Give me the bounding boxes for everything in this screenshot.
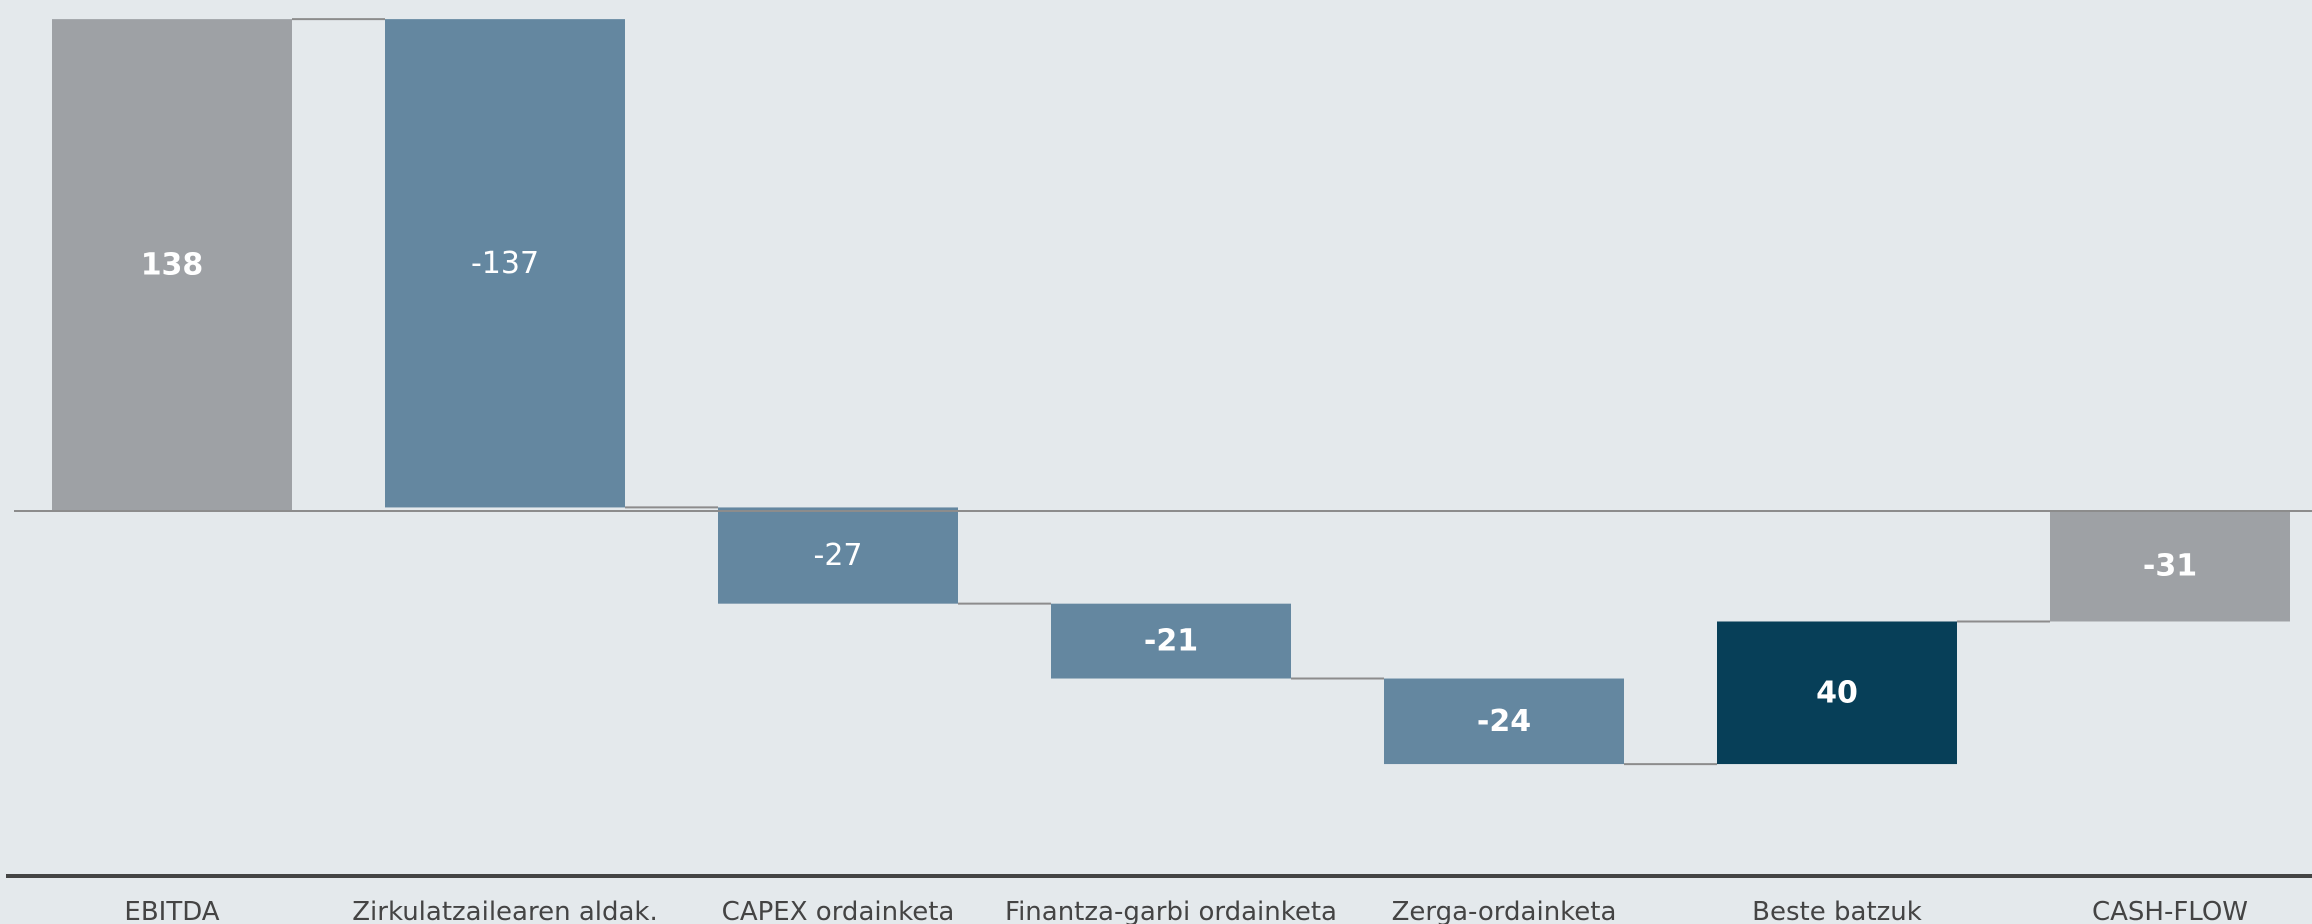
bar-value-label-2: -137 (471, 246, 539, 281)
bar-value-labels: 138 -137 -27 -21 -24 40 -31 (141, 246, 2197, 739)
category-label-5: Zerga-ordainketa (1392, 897, 1617, 924)
bar-value-label-7: -31 (2143, 549, 2197, 584)
category-label-2: Zirkulatzailearen aldak. (352, 897, 658, 924)
bar-5 (1384, 678, 1624, 765)
bars (52, 19, 2290, 765)
bar-3 (718, 507, 958, 604)
category-label-1: EBITDA (124, 897, 219, 924)
category-label-3: CAPEX ordainketa (722, 897, 955, 924)
category-labels: EBITDA Zirkulatzailearen aldak. CAPEX orda… (124, 897, 2248, 924)
bar-value-label-1: 138 (141, 248, 204, 283)
bar-1 (52, 19, 292, 511)
bar-value-label-6: 40 (1816, 675, 1858, 710)
bar-value-label-3: -27 (814, 538, 863, 573)
bar-6 (1717, 621, 1957, 765)
connector-lines (292, 18, 2050, 766)
bar-7 (2050, 511, 2290, 622)
bar-value-label-4: -21 (1144, 624, 1198, 659)
bar-value-label-5: -24 (1477, 704, 1531, 739)
bar-2 (385, 19, 625, 508)
category-label-6: Beste batzuk (1752, 897, 1922, 924)
category-label-4: Finantza-garbi ordainketa (1005, 897, 1337, 924)
category-label-7: CASH-FLOW (2092, 897, 2248, 924)
bar-4 (1051, 603, 1291, 679)
